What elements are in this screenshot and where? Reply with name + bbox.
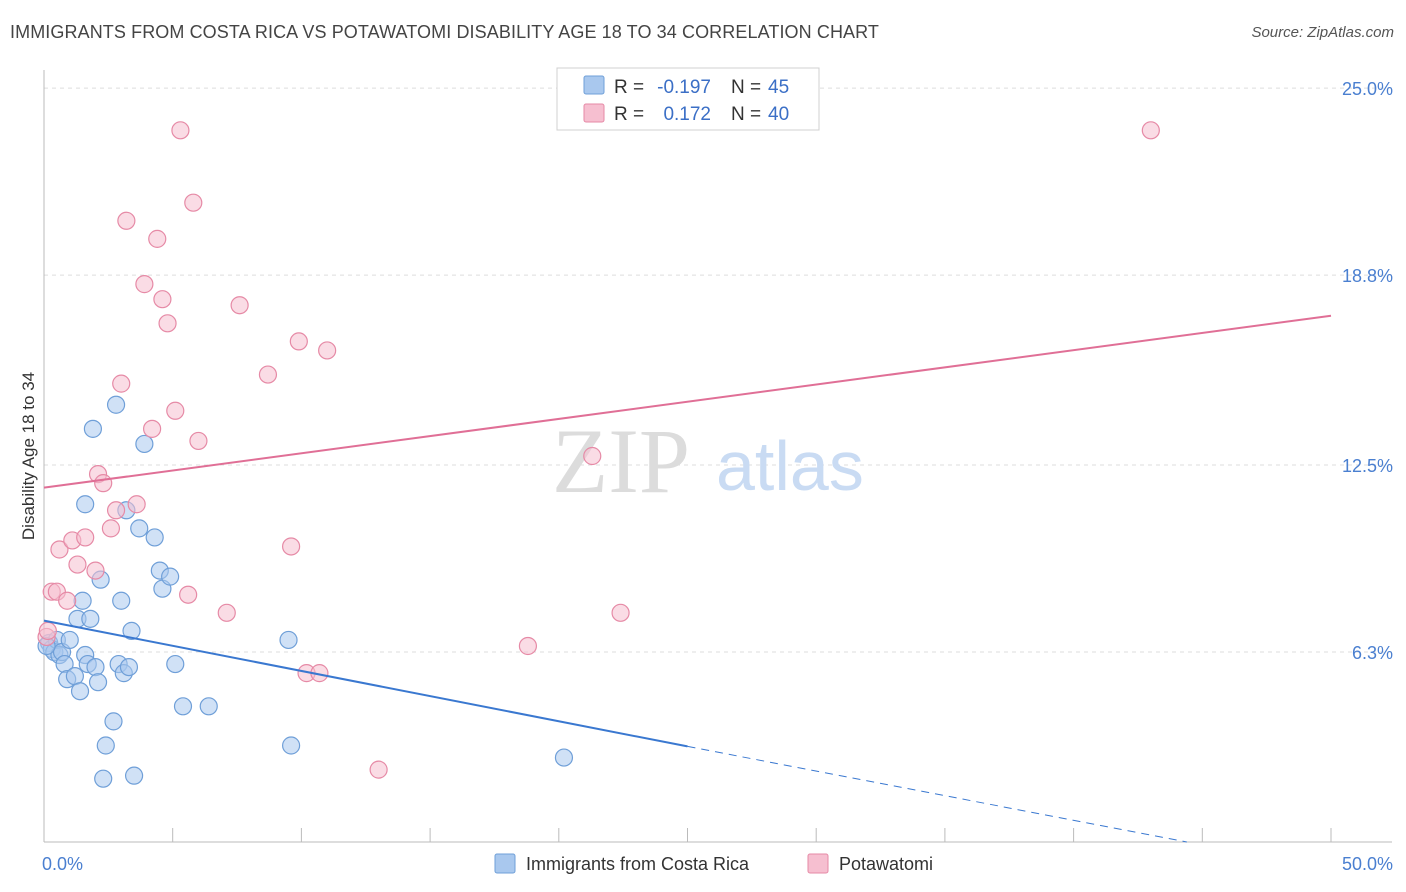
point-potawatomi-21 [166, 401, 185, 420]
point-costa-rica-21 [94, 769, 113, 788]
legend-r-label-1: R = [614, 77, 644, 98]
x-tick-label-0: 0.0% [42, 854, 83, 874]
watermark-zip: ZIP [552, 410, 690, 512]
bottom-legend-swatch-pink [807, 853, 829, 874]
point-costa-rica-23 [104, 712, 123, 731]
point-costa-rica-18 [86, 657, 105, 677]
point-potawatomi-4 [58, 591, 77, 610]
point-costa-rica-22 [96, 736, 115, 755]
point-costa-rica-43 [554, 748, 574, 767]
point-potawatomi-3 [50, 540, 69, 559]
point-potawatomi-17 [143, 419, 162, 438]
point-costa-rica-41 [279, 630, 298, 650]
y-axis-label: Disability Age 18 to 34 [19, 372, 38, 540]
point-potawatomi-27 [230, 296, 249, 315]
point-costa-rica-26 [112, 591, 131, 610]
bottom-legend-swatch-blue [494, 853, 516, 874]
point-costa-rica-37 [161, 567, 180, 586]
point-costa-rica-24 [106, 395, 126, 414]
point-potawatomi-11 [101, 519, 121, 538]
point-potawatomi-8 [86, 561, 105, 580]
legend-n-value-2: 40 [768, 104, 789, 125]
trend-line-costa-rica-extension [687, 745, 1187, 843]
point-potawatomi-15 [127, 495, 146, 514]
grid-lines [44, 87, 1392, 653]
trend-line-potawatomi [43, 314, 1332, 489]
bottom-legend: Immigrants from Costa Rica Potawatomi [494, 853, 933, 874]
point-potawatomi-34 [369, 760, 388, 779]
bottom-legend-label-pink: Potawatomi [839, 854, 933, 874]
legend-n-label-2: N = [731, 104, 761, 125]
point-costa-rica-11 [70, 682, 90, 701]
point-costa-rica-19 [88, 673, 108, 692]
point-costa-rica-32 [130, 519, 149, 538]
point-potawatomi-14 [117, 211, 136, 230]
point-potawatomi-18 [148, 229, 167, 248]
point-costa-rica-33 [135, 434, 154, 454]
point-potawatomi-23 [179, 585, 198, 604]
y-tick-label-1: 12.5% [1342, 456, 1393, 476]
point-costa-rica-8 [60, 630, 79, 650]
point-potawatomi-26 [217, 603, 236, 622]
point-costa-rica-34 [145, 528, 164, 547]
legend-r-value-1: -0.197 [657, 77, 711, 98]
bottom-legend-label-blue: Immigrants from Costa Rica [526, 854, 750, 874]
point-potawatomi-16 [135, 275, 154, 294]
point-potawatomi-20 [158, 314, 177, 333]
tick-labels: 6.3% 12.5% 18.8% 25.0% 0.0% 50.0% [42, 79, 1393, 874]
point-costa-rica-31 [124, 766, 144, 785]
trend-lines [43, 314, 1332, 843]
axes [43, 70, 1392, 843]
point-costa-rica-17 [83, 419, 103, 438]
point-potawatomi-12 [106, 501, 126, 520]
legend-n-value-1: 45 [768, 77, 789, 98]
legend: R = -0.197 N = 45 R = 0.172 N = 40 [556, 67, 820, 131]
point-potawatomi-10 [94, 474, 113, 493]
source-credit: Source: ZipAtlas.com [1251, 24, 1394, 41]
legend-r-value-2: 0.172 [663, 104, 711, 125]
point-costa-rica-15 [76, 495, 95, 514]
point-potawatomi-6 [68, 555, 87, 574]
y-tick-label-0: 6.3% [1352, 643, 1393, 663]
legend-r-label-2: R = [614, 104, 644, 125]
data-points [37, 121, 1160, 788]
point-potawatomi-19 [153, 290, 172, 309]
legend-swatch-blue [583, 75, 605, 95]
point-potawatomi-13 [112, 374, 131, 393]
point-costa-rica-9 [65, 667, 84, 686]
trend-line-costa-rica [43, 619, 688, 748]
point-costa-rica-40 [199, 697, 218, 716]
legend-n-label-1: N = [731, 77, 761, 98]
point-potawatomi-35 [518, 636, 538, 656]
y-tick-label-2: 18.8% [1342, 266, 1393, 286]
legend-swatch-pink [583, 103, 605, 123]
chart-title: IMMIGRANTS FROM COSTA RICA VS POTAWATOMI… [10, 22, 880, 42]
point-potawatomi-36 [583, 446, 602, 466]
point-potawatomi-25 [189, 431, 208, 451]
point-potawatomi-38 [1141, 121, 1160, 140]
point-costa-rica-29 [119, 657, 139, 677]
point-potawatomi-28 [258, 365, 278, 384]
watermark-atlas: atlas [716, 427, 864, 505]
point-potawatomi-37 [611, 603, 630, 622]
point-potawatomi-39 [38, 621, 57, 641]
point-potawatomi-7 [76, 528, 95, 547]
point-potawatomi-22 [171, 121, 190, 140]
point-potawatomi-29 [282, 537, 301, 556]
watermark: ZIP atlas [552, 410, 864, 512]
point-costa-rica-16 [81, 609, 100, 628]
point-costa-rica-30 [122, 621, 141, 641]
point-potawatomi-24 [184, 193, 203, 212]
point-costa-rica-38 [166, 654, 185, 674]
point-costa-rica-42 [282, 736, 301, 755]
point-potawatomi-33 [318, 341, 337, 360]
point-costa-rica-12 [73, 591, 92, 610]
point-costa-rica-39 [173, 697, 193, 716]
x-tick-label-1: 50.0% [1342, 854, 1393, 874]
point-potawatomi-30 [289, 332, 308, 351]
y-tick-label-3: 25.0% [1342, 79, 1393, 99]
